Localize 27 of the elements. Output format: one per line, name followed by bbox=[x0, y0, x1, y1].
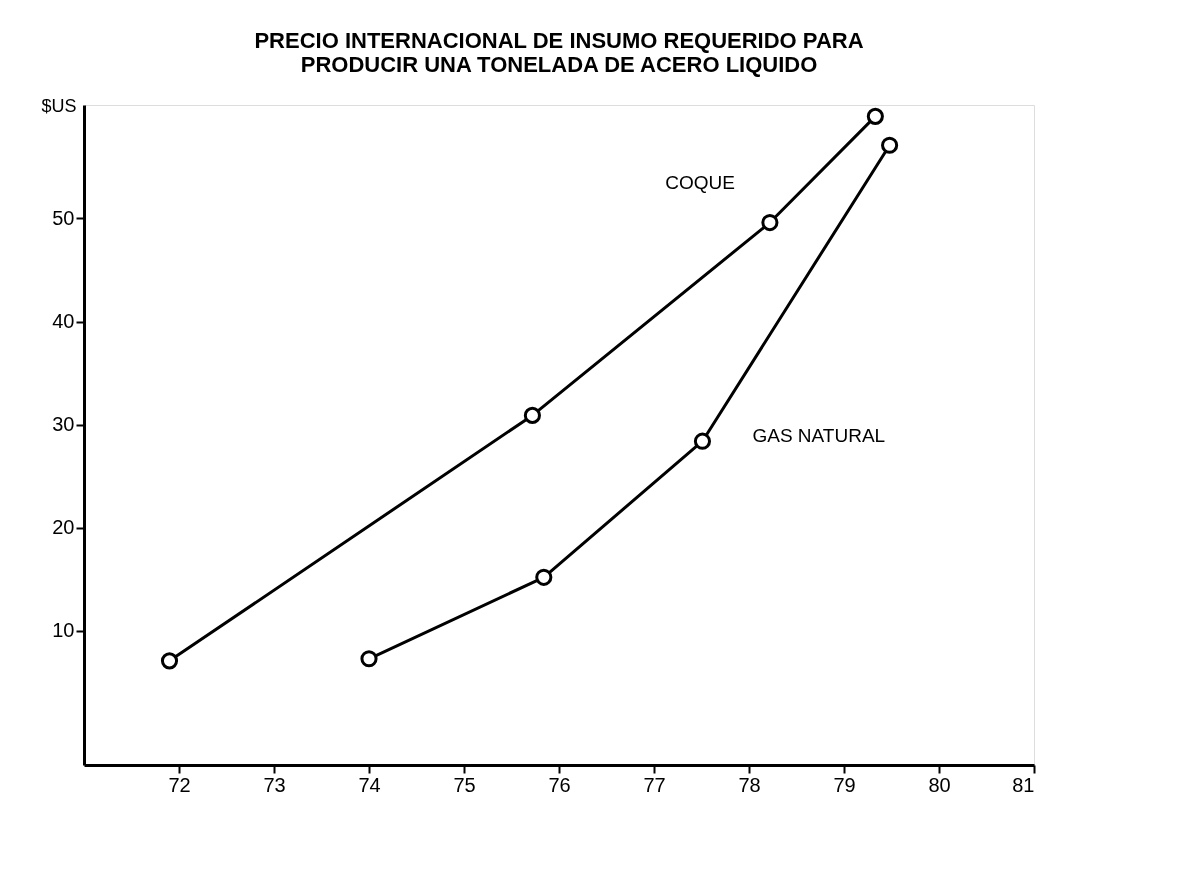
series-label: GAS NATURAL bbox=[752, 425, 886, 447]
x-tick-label: 76 bbox=[548, 773, 571, 796]
x-tick-label: 78 bbox=[738, 773, 761, 796]
y-tick-label: 20 bbox=[52, 516, 75, 539]
y-axis-title: $US bbox=[41, 95, 77, 116]
y-tick-label: 30 bbox=[52, 413, 75, 436]
y-tick-label: 50 bbox=[52, 206, 75, 229]
point bbox=[523, 406, 541, 424]
point bbox=[535, 568, 553, 586]
x-tick-label: 75 bbox=[453, 773, 476, 796]
point bbox=[160, 652, 179, 670]
point bbox=[866, 107, 884, 125]
y-tick-label: 10 bbox=[52, 619, 75, 642]
point bbox=[360, 650, 378, 668]
y-tick-label: 40 bbox=[52, 310, 75, 333]
x-tick-label: 81 bbox=[1012, 773, 1035, 796]
point bbox=[761, 214, 779, 232]
x-tick-label: 73 bbox=[263, 773, 286, 796]
x-tick-label: 72 bbox=[168, 773, 191, 796]
chart-title: PRECIO INTERNACIONAL DE INSUMO REQUERIDO PARA PRODUCIR UNA TONELADA DE ACERO LIQUIDO bbox=[254, 28, 864, 77]
x-tick-label: 79 bbox=[833, 773, 856, 796]
x-tick-label: 74 bbox=[358, 773, 381, 796]
point bbox=[881, 136, 899, 154]
point bbox=[693, 432, 712, 450]
x-tick-label: 77 bbox=[643, 773, 666, 796]
text: COQUE bbox=[665, 171, 735, 193]
x-tick-label: 80 bbox=[928, 773, 951, 796]
